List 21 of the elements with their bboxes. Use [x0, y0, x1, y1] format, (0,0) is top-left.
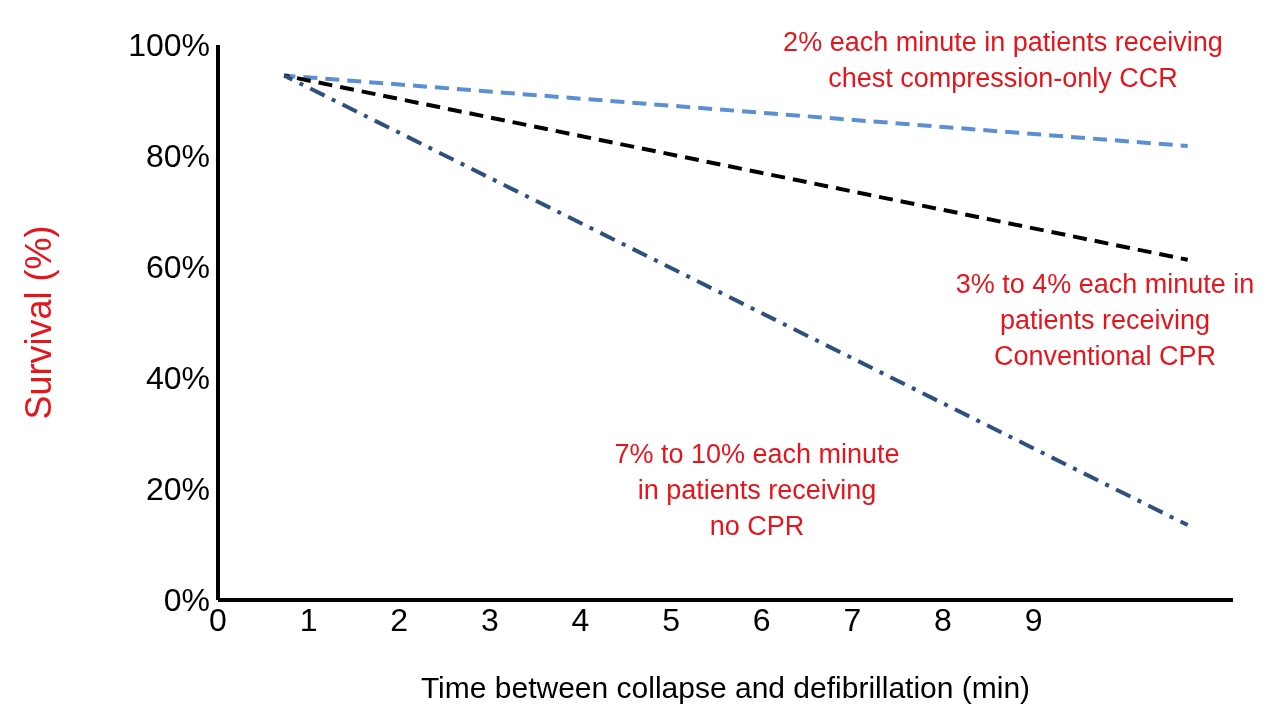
x-tick-label: 7: [843, 601, 862, 638]
y-tick-label: 100%: [128, 27, 210, 64]
y-tick-label: 40%: [145, 360, 210, 397]
x-tick-label: 9: [1024, 601, 1043, 638]
y-tick-label: 80%: [145, 138, 210, 175]
x-axis-title: Time between collapse and defibrillation (min): [420, 671, 1031, 704]
y-tick-label: 60%: [145, 249, 210, 286]
x-tick-label: 6: [752, 601, 771, 638]
x-tick-label: 0: [209, 601, 227, 638]
annotation: 2% each minute in patients receiving chest compression-only CCR: [783, 27, 1223, 94]
x-tick-label: 1: [299, 601, 318, 638]
annotation: 3% to 4% each minute in patients receiving Conventional CPR: [955, 269, 1255, 372]
y-tick-label: 0%: [163, 582, 210, 619]
y-axis-title: Survival (%): [17, 225, 59, 420]
x-tick-label: 4: [571, 601, 590, 638]
y-tick-label: 20%: [145, 471, 210, 508]
x-tick-label: 3: [480, 601, 499, 638]
x-tick-label: 8: [934, 601, 952, 638]
annotation: 7% to 10% each minute in patients receiving no CPR: [614, 439, 900, 542]
x-tick-label: 2: [390, 601, 409, 638]
x-tick-label: 5: [662, 601, 681, 638]
